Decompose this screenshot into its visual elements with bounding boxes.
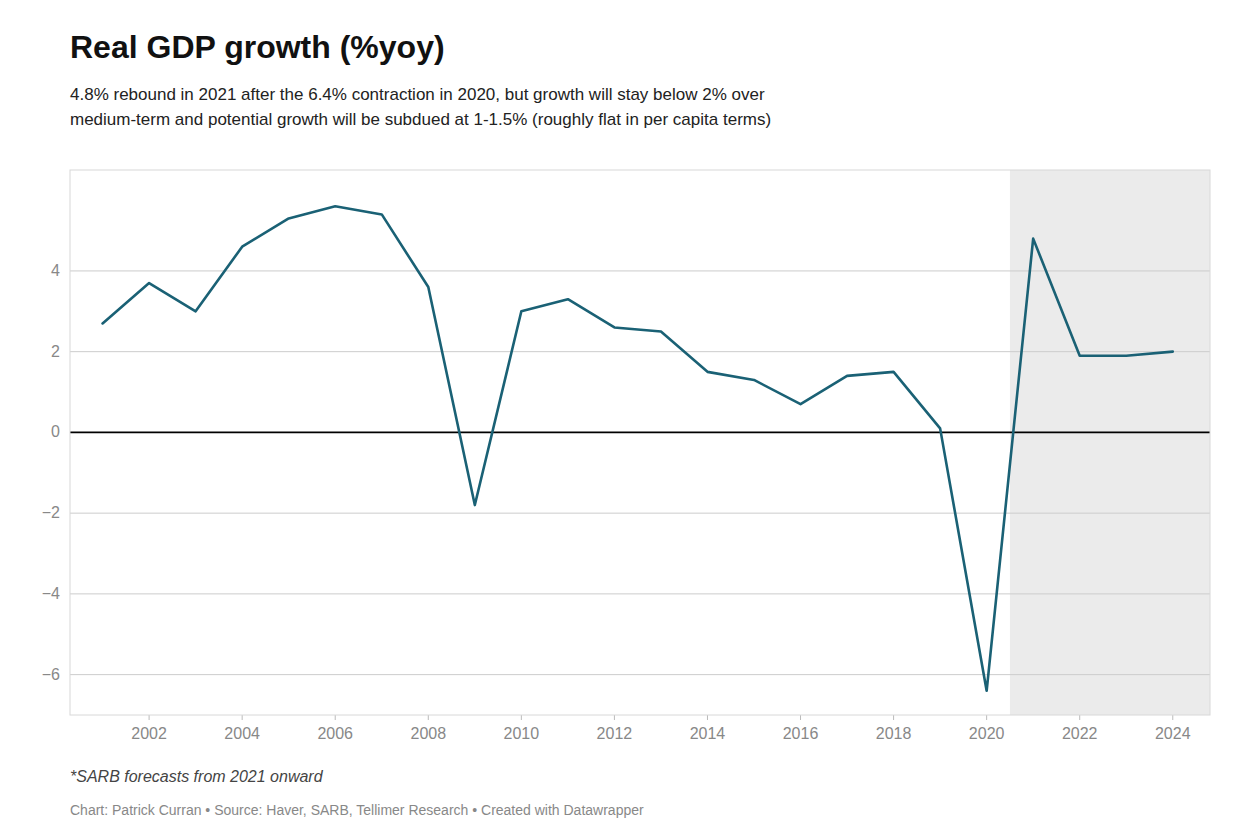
x-tick-label: 2012 <box>597 725 633 742</box>
y-tick-label: 4 <box>51 262 60 279</box>
source: Chart: Patrick Curran • Source: Haver, S… <box>70 802 644 818</box>
x-tick <box>242 715 243 720</box>
zero-line <box>70 432 1210 434</box>
subtitle-line: medium-term and potential growth will be… <box>70 110 771 129</box>
x-tick-label: 2020 <box>969 725 1005 742</box>
grid-line <box>70 674 1210 675</box>
x-tick-label: 2004 <box>224 725 260 742</box>
plot-frame <box>70 170 1210 715</box>
x-tick <box>428 715 429 720</box>
grid-line <box>70 593 1210 594</box>
y-tick-label: −6 <box>42 666 60 683</box>
x-tick-label: 2016 <box>783 725 819 742</box>
x-tick <box>149 715 150 720</box>
subtitle-line: 4.8% rebound in 2021 after the 6.4% cont… <box>70 85 765 104</box>
y-tick-label: 2 <box>51 343 60 360</box>
x-tick <box>986 715 987 720</box>
x-tick <box>521 715 522 720</box>
title: Real GDP growth (%yoy) <box>70 29 445 65</box>
grid-line <box>70 270 1210 271</box>
x-tick <box>893 715 894 720</box>
y-tick-label: −4 <box>42 585 60 602</box>
x-tick <box>1172 715 1173 720</box>
x-tick-label: 2002 <box>131 725 167 742</box>
y-tick-label: −2 <box>42 504 60 521</box>
grid-line <box>70 513 1210 514</box>
forecast-shade <box>1010 170 1210 715</box>
x-tick <box>614 715 615 720</box>
x-tick-label: 2018 <box>876 725 912 742</box>
x-tick <box>335 715 336 720</box>
chart: Real GDP growth (%yoy) 4.8% rebound in 20… <box>0 0 1240 840</box>
x-tick-label: 2006 <box>317 725 353 742</box>
footnote: *SARB forecasts from 2021 onward <box>70 768 324 785</box>
x-tick <box>1079 715 1080 720</box>
gdp-line <box>103 206 1173 690</box>
x-tick <box>707 715 708 720</box>
x-tick-label: 2008 <box>410 725 446 742</box>
y-tick-label: 0 <box>51 423 60 440</box>
x-tick-label: 2010 <box>504 725 540 742</box>
plot-area <box>70 170 1210 715</box>
x-tick-label: 2014 <box>690 725 726 742</box>
x-tick-label: 2024 <box>1155 725 1191 742</box>
x-tick <box>800 715 801 720</box>
subtitle: 4.8% rebound in 2021 after the 6.4% cont… <box>70 85 771 129</box>
grid-line <box>70 351 1210 352</box>
x-tick-label: 2022 <box>1062 725 1098 742</box>
